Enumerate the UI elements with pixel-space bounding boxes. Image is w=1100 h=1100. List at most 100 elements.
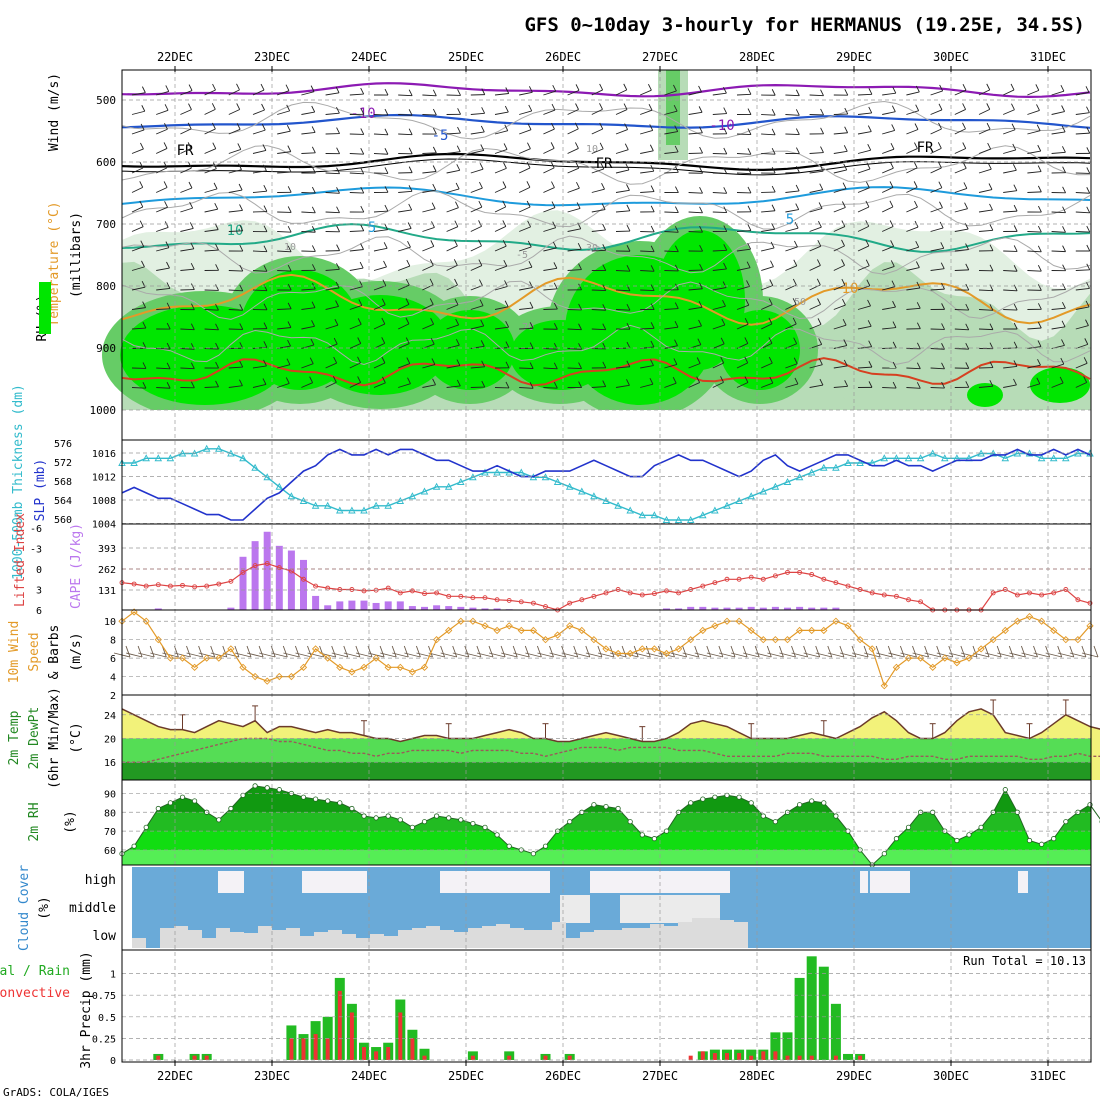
wind-barb-feather [480, 319, 485, 327]
wind-barb-feather [335, 281, 340, 289]
wind-speed-marker [178, 654, 187, 662]
slp-axis-label: 1000-500mb Thickness (dm) [11, 384, 26, 580]
wind-barb [954, 228, 969, 232]
wind-barb [906, 110, 919, 115]
wind-barb [761, 210, 776, 213]
wind-barb-feather [1086, 206, 1091, 213]
thickness-marker [360, 506, 368, 514]
wind-barb-feather [140, 240, 145, 247]
wind-barb-feather [892, 381, 897, 389]
wind-barb-feather [578, 362, 582, 369]
wind-barb [228, 385, 243, 388]
wind-barb [156, 226, 169, 232]
rh-band-60 [122, 849, 1091, 865]
contour-label: 70 [522, 322, 534, 333]
wind-barb-feather [648, 84, 652, 91]
wind-barb-feather [214, 203, 219, 210]
wind-barb-feather [502, 220, 507, 227]
date-label-top: 22DEC [157, 50, 193, 64]
wind-barb [422, 384, 436, 388]
wind-barb [954, 328, 969, 331]
wind-barb [494, 245, 507, 252]
wind-barb-feather [553, 381, 558, 389]
wind-barb-feather [432, 165, 437, 172]
wind-speed-marker [650, 645, 659, 653]
wind-barb-feather [795, 184, 800, 192]
cloud-level-label: high [85, 873, 116, 888]
wind-barb-feather [1083, 357, 1088, 364]
wind-barb-feather [502, 240, 507, 247]
lifted-index-marker [724, 576, 730, 582]
wind-barb-feather [744, 356, 749, 364]
wind-barb [1051, 151, 1066, 154]
wind-barb [325, 306, 339, 310]
wind-barb [930, 227, 944, 232]
wind-barb [131, 266, 145, 271]
wind-barb-feather [311, 264, 316, 271]
wind-barb [640, 250, 655, 253]
surface-wind-barb [440, 652, 457, 658]
lifted-index-marker [240, 569, 246, 575]
surface-wind-barb [488, 652, 506, 658]
wind-speed-marker [1074, 636, 1082, 644]
wind-barb [519, 206, 531, 213]
wind-speed-marker [602, 645, 610, 653]
precip-total-bar [806, 956, 817, 1060]
wind-barb-feather [649, 124, 654, 131]
cape-bar [251, 541, 259, 610]
wind-barb [470, 225, 482, 232]
wind-barb [470, 150, 484, 154]
wind-barb-feather [236, 103, 241, 110]
wind-barb [156, 187, 168, 193]
wind-barb-feather [1061, 105, 1065, 112]
precip-convective-bar [156, 1055, 161, 1060]
wind-barb-feather [889, 161, 894, 169]
wind-barb-feather [649, 377, 654, 385]
rh-marker [809, 798, 815, 804]
wind-barb-feather [841, 220, 846, 227]
cloud-axis-label: Cloud Cover [17, 865, 32, 951]
panel-bg-wind10 [122, 610, 1091, 695]
cape-bar [408, 606, 416, 610]
surface-wind-barb [464, 652, 482, 658]
precip-tick-label: 0.25 [92, 1034, 116, 1045]
wind-barb-feather [163, 181, 168, 188]
precip-total-bar [843, 1053, 853, 1060]
series-slp-line [121, 448, 1091, 521]
wind-barb [446, 344, 460, 349]
wind-barb-feather [166, 382, 171, 389]
cloud-low-block [244, 933, 258, 948]
wind-barb [615, 189, 630, 193]
wind-barb [131, 206, 143, 213]
wind-barb [422, 208, 436, 213]
cape-bar [324, 605, 332, 610]
wind-barb [809, 323, 822, 330]
thickness-marker [820, 463, 828, 471]
surface-wind-barb [452, 652, 469, 658]
wind-barb-feather [721, 318, 726, 326]
wind-barb [978, 168, 992, 174]
wind-barb [640, 170, 654, 174]
thickness-marker [1037, 454, 1046, 462]
wind-barb-feather [1085, 300, 1090, 308]
surface-wind-barb-feather [924, 645, 930, 658]
wind-barb [301, 382, 313, 388]
wind-barb [398, 303, 410, 310]
cape-bar [239, 556, 247, 610]
footer-credit: GrADS: COLA/IGES [3, 1086, 109, 1099]
wind-barb-feather [1012, 143, 1017, 151]
wind-barb-feather [844, 126, 849, 133]
wind-barb-feather [163, 161, 168, 169]
wind-barb [978, 108, 990, 115]
wind-barb-feather [236, 83, 240, 91]
wind-barb [543, 207, 556, 213]
surface-wind-barb [1069, 652, 1087, 658]
wind-barb-feather [212, 162, 217, 169]
cloud-low-block [650, 924, 664, 948]
surface-wind-barb [779, 652, 796, 658]
wind-barb-feather [989, 224, 994, 231]
wind-barb-feather [310, 338, 315, 346]
surface-wind-barb [1033, 652, 1050, 658]
date-label-bottom: 30DEC [933, 1069, 969, 1083]
surface-wind-barb [380, 652, 397, 658]
